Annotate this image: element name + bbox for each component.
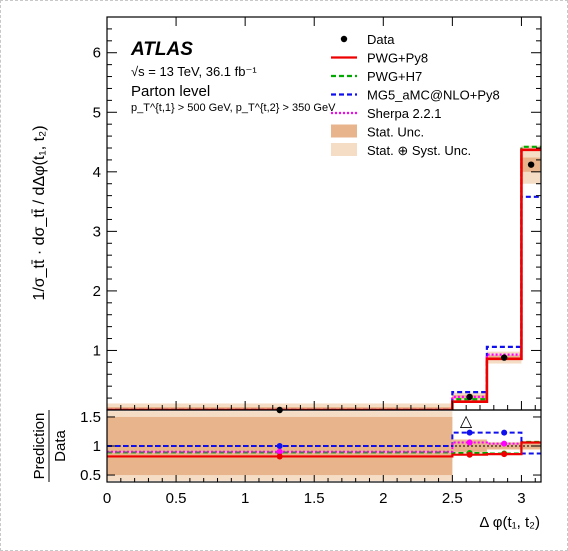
total-unc-band xyxy=(107,403,453,410)
y-tick-label: 3 xyxy=(93,223,101,240)
ratio-y-label-top: Prediction xyxy=(31,413,48,480)
ratio-point-pwg-py8 xyxy=(501,451,508,458)
x-tick-label: 3 xyxy=(517,490,525,507)
data-point xyxy=(466,393,473,401)
legend-label-sherpa-2-2-1: Sherpa 2.2.1 xyxy=(367,106,441,121)
legend-label-pwg-h7: PWG+H7 xyxy=(367,69,422,84)
x-tick-label: 0 xyxy=(103,490,111,507)
x-tick-label: 2 xyxy=(379,490,387,507)
legend-label-pwg-py8: PWG+Py8 xyxy=(367,51,428,66)
legend-label-total-unc: Stat. ⊕ Syst. Unc. xyxy=(367,143,471,158)
x-tick-label: 2.5 xyxy=(442,490,463,507)
series-line-pwg-py8 xyxy=(107,148,541,410)
y-tick-label: 1 xyxy=(93,342,101,359)
ratio-point-pwg-py8 xyxy=(276,453,283,460)
series-line-mg5-amc-nlo-py8 xyxy=(107,195,541,410)
data-point xyxy=(500,354,508,361)
ratio-point-sherpa-2-2-1 xyxy=(276,448,283,455)
ratio-y-tick-label: 0.5 xyxy=(80,467,101,484)
y-axis-label: 1/σ_tt̄ · dσ_tt̄ / dΔφ(t₁, t₂) xyxy=(31,125,48,300)
series-line-sherpa-2-2-1 xyxy=(107,148,541,410)
x-axis-label: Δ φ(t₁, t₂) xyxy=(479,514,540,531)
x-tick-label: 1.5 xyxy=(304,490,325,507)
ratio-line-pwg-py8 xyxy=(107,441,541,458)
ratio-point-sherpa-2-2-1 xyxy=(466,439,473,446)
offscale-marker: △ xyxy=(460,413,473,430)
x-tick-label: 0.5 xyxy=(166,490,187,507)
ratio-point-mg5-amc-nlo-py8 xyxy=(466,429,473,436)
y-tick-label: 2 xyxy=(93,283,101,300)
energy-lumi-label: √s = 13 TeV, 36.1 fb⁻¹ xyxy=(131,64,257,79)
ratio-y-tick-label: 1 xyxy=(93,438,101,455)
cuts-label: p_T^{t,1} > 500 GeV, p_T^{t,2} > 350 GeV xyxy=(131,102,336,114)
y-tick-label: 4 xyxy=(93,164,101,181)
legend-swatch-stat-unc xyxy=(331,124,357,138)
y-tick-label: 5 xyxy=(93,104,101,121)
ratio-stat-unc-band xyxy=(452,440,487,452)
parton-level-label: Parton level xyxy=(131,83,210,100)
ratio-y-tick-label: 1.5 xyxy=(80,409,101,426)
ratio-y-label-bottom: Data xyxy=(52,430,69,462)
x-tick-label: 1 xyxy=(241,490,249,507)
ratio-point-sherpa-2-2-1 xyxy=(501,440,508,447)
legend-data-marker xyxy=(340,35,348,43)
ratio-point-mg5-amc-nlo-py8 xyxy=(501,429,508,436)
y-tick-label: 6 xyxy=(93,45,101,62)
ratio-point-mg5-amc-nlo-py8 xyxy=(276,443,283,449)
legend-label-stat-unc: Stat. Unc. xyxy=(367,125,424,140)
data-point xyxy=(527,161,535,168)
legend-label-data: Data xyxy=(367,32,395,47)
series-line-pwg-h7 xyxy=(107,145,541,410)
legend-swatch-total-unc xyxy=(331,143,357,156)
ratio-point-pwg-py8 xyxy=(466,451,473,458)
legend-label-mg5-amc-nlo-py8: MG5_aMC@NLO+Py8 xyxy=(367,88,500,103)
atlas-label: ATLAS xyxy=(130,39,193,60)
